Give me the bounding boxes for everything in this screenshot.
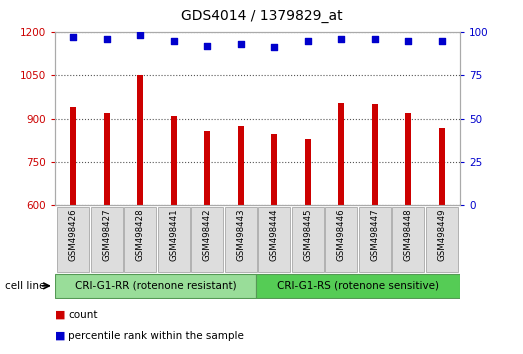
Text: GSM498427: GSM498427 xyxy=(103,209,111,261)
Point xyxy=(404,38,413,44)
Bar xyxy=(191,207,223,272)
Bar xyxy=(372,104,378,354)
Bar xyxy=(271,135,277,354)
Point xyxy=(203,43,211,48)
Text: GDS4014 / 1379829_at: GDS4014 / 1379829_at xyxy=(180,9,343,23)
Bar xyxy=(292,207,324,272)
Bar xyxy=(238,126,244,354)
Bar xyxy=(138,75,143,354)
Point xyxy=(169,38,178,44)
Bar xyxy=(325,207,357,272)
Text: GSM498426: GSM498426 xyxy=(69,209,78,261)
Point xyxy=(236,41,245,47)
Bar xyxy=(258,207,290,272)
Point xyxy=(69,34,77,40)
Text: CRI-G1-RR (rotenone resistant): CRI-G1-RR (rotenone resistant) xyxy=(75,281,236,291)
Bar xyxy=(124,207,156,272)
Text: ■: ■ xyxy=(55,310,65,320)
Bar xyxy=(359,207,391,272)
Bar xyxy=(426,207,458,272)
Point xyxy=(438,38,446,44)
Bar xyxy=(225,207,257,272)
Text: CRI-G1-RS (rotenone sensitive): CRI-G1-RS (rotenone sensitive) xyxy=(277,281,439,291)
Point xyxy=(136,33,144,38)
Bar xyxy=(405,113,411,354)
Text: GSM498447: GSM498447 xyxy=(370,209,379,261)
Bar xyxy=(305,139,311,354)
Text: GSM498428: GSM498428 xyxy=(136,209,145,261)
Bar xyxy=(91,207,123,272)
Bar xyxy=(439,128,445,354)
Text: cell line: cell line xyxy=(5,281,46,291)
Text: GSM498444: GSM498444 xyxy=(270,209,279,261)
Point xyxy=(337,36,346,42)
Text: GSM498441: GSM498441 xyxy=(169,209,178,261)
Bar xyxy=(70,107,76,354)
Text: GSM498449: GSM498449 xyxy=(437,209,446,261)
Bar xyxy=(204,131,210,354)
Text: GSM498445: GSM498445 xyxy=(303,209,312,261)
Text: percentile rank within the sample: percentile rank within the sample xyxy=(68,331,244,341)
Bar xyxy=(104,113,110,354)
Bar xyxy=(392,207,424,272)
Text: GSM498448: GSM498448 xyxy=(404,209,413,261)
Text: ■: ■ xyxy=(55,331,65,341)
Point xyxy=(371,36,379,42)
Point xyxy=(103,36,111,42)
Point xyxy=(304,38,312,44)
Bar xyxy=(338,103,344,354)
Bar xyxy=(55,274,256,298)
Text: count: count xyxy=(68,310,97,320)
Text: GSM498446: GSM498446 xyxy=(337,209,346,261)
Text: GSM498442: GSM498442 xyxy=(203,209,212,261)
Bar xyxy=(256,274,460,298)
Bar xyxy=(57,207,89,272)
Point xyxy=(270,45,279,50)
Bar xyxy=(171,116,177,354)
Text: GSM498443: GSM498443 xyxy=(236,209,245,261)
Bar xyxy=(158,207,190,272)
